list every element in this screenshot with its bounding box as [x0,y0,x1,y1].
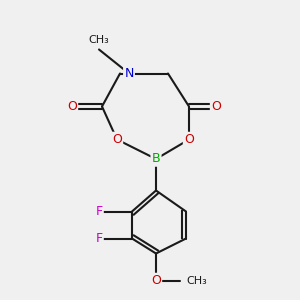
Text: O: O [184,133,194,146]
Text: B: B [152,152,160,166]
Text: O: O [151,274,161,287]
Text: CH₃: CH₃ [88,35,110,45]
Text: O: O [112,133,122,146]
Text: F: F [95,232,103,245]
Text: O: O [67,100,77,113]
Text: CH₃: CH₃ [186,275,207,286]
Text: N: N [124,67,134,80]
Text: O: O [211,100,221,113]
Text: F: F [95,205,103,218]
